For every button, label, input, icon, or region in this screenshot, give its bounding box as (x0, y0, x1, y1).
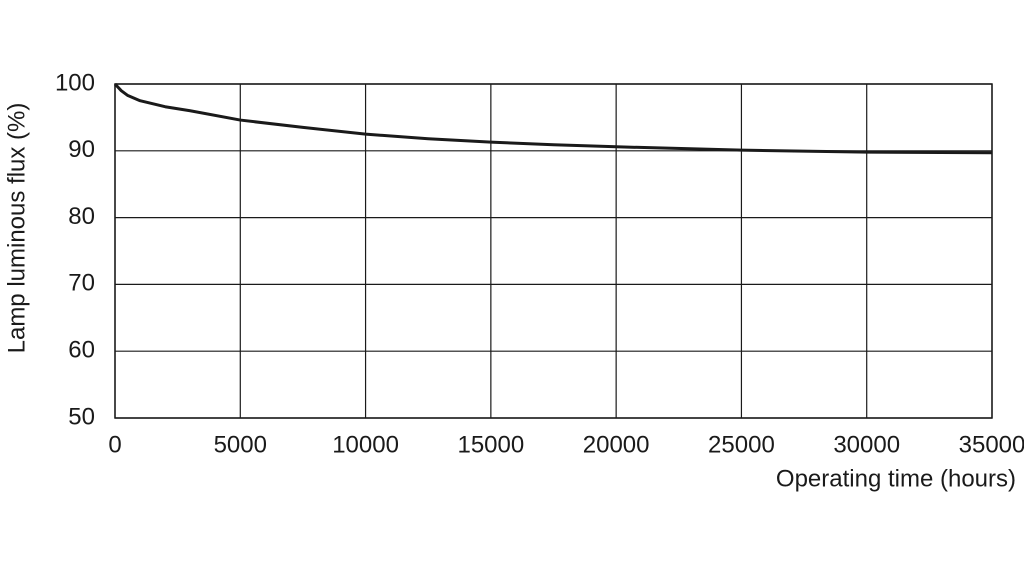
y-tick-label: 100 (55, 69, 95, 96)
x-tick-label: 0 (108, 431, 121, 458)
y-tick-label: 80 (68, 203, 95, 230)
x-tick-label: 25000 (708, 431, 775, 458)
x-tick-label: 20000 (583, 431, 650, 458)
y-tick-label: 70 (68, 270, 95, 297)
x-tick-label: 10000 (332, 431, 399, 458)
x-tick-label: 30000 (833, 431, 900, 458)
y-tick-label: 50 (68, 403, 95, 430)
y-tick-label: 90 (68, 136, 95, 163)
x-axis-label: Operating time (hours) (776, 465, 1016, 492)
x-tick-label: 15000 (457, 431, 524, 458)
data-line (113, 82, 993, 155)
x-tick-label: 5000 (214, 431, 267, 458)
x-tick-label: 35000 (959, 431, 1024, 458)
plot-border (114, 83, 993, 419)
y-tick-label: 60 (68, 337, 95, 364)
y-axis-label: Lamp luminous flux (%) (3, 103, 30, 354)
